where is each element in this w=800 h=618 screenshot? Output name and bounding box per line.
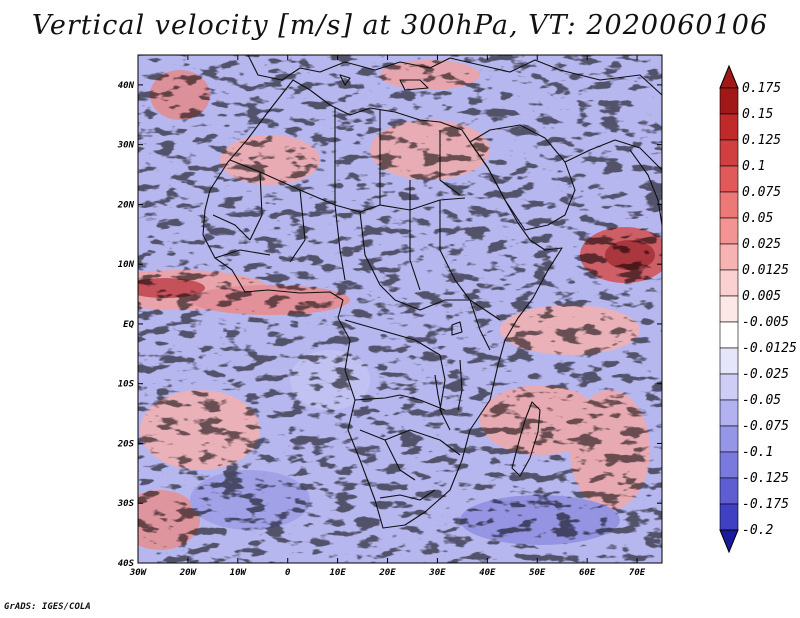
latitude-axis: 40N 30N 20N 10N EQ 10S 20S 30S 40S (117, 81, 662, 569)
lon-tick-label: 50E (529, 568, 546, 578)
colorbar-swatch (719, 399, 739, 427)
lat-tick-label: 10S (118, 380, 135, 390)
colorbar-swatch (719, 165, 739, 193)
colorbar-label: -0.075 (742, 419, 789, 434)
lon-tick-label: 30W (129, 568, 148, 578)
colorbar-label: -0.125 (742, 471, 789, 486)
colorbar-label: 0.1 (742, 159, 765, 174)
colorbar-label: 0.025 (742, 237, 781, 252)
colorbar-swatch (719, 373, 739, 401)
grads-credit: GrADS: IGES/COLA (4, 602, 91, 612)
colorbar-label: 0.15 (742, 107, 773, 122)
page-title: Vertical velocity [m/s] at 300hPa, VT: 2… (31, 10, 769, 41)
colorbar-swatch (719, 477, 739, 505)
lat-tick-label: 40S (118, 559, 135, 569)
colorbar-label: -0.005 (742, 315, 789, 330)
lon-tick-label: 0 (285, 568, 291, 578)
lon-tick-label: 20W (179, 568, 198, 578)
colorbar-label: 0.0125 (742, 263, 789, 278)
lat-tick-label: 30S (117, 499, 135, 509)
colorbar-label: 0.05 (742, 211, 773, 226)
colorbar-label: -0.175 (742, 497, 789, 512)
colorbar-swatch (719, 451, 739, 479)
colorbar-label: -0.0125 (742, 341, 797, 356)
colorbar-label: -0.2 (742, 523, 773, 538)
colorbar-label: 0.125 (742, 133, 781, 148)
colorbar-swatch (719, 113, 739, 141)
colorbar-top-arrow (719, 64, 739, 89)
lat-tick-label: 40N (118, 81, 135, 91)
longitude-axis: 30W 20W 10W 0 10E 20E 30E 40E 50E 60E 70E (129, 55, 646, 578)
colorbar-label: 0.175 (742, 81, 781, 96)
coastlines-borders (202, 54, 663, 529)
lon-tick-label: 70E (629, 568, 646, 578)
lon-tick-label: 60E (579, 568, 596, 578)
lat-tick-label: 30N (117, 141, 135, 151)
lat-tick-label: 20S (117, 439, 135, 449)
colorbar-swatch (719, 347, 739, 375)
lon-tick-label: 10W (230, 568, 248, 578)
colorbar-swatch (719, 243, 739, 271)
lon-tick-label: 20E (378, 568, 396, 578)
lat-tick-label: EQ (123, 320, 134, 330)
velocity-field (138, 55, 662, 563)
colorbar-bottom-arrow (719, 529, 739, 554)
colorbar-label: 0.005 (742, 289, 781, 304)
lat-tick-label: 10N (118, 260, 135, 270)
colorbar-swatch (719, 425, 739, 453)
colorbar-swatch (719, 87, 739, 115)
lon-tick-label: 30E (428, 568, 446, 578)
colorbar-swatch (719, 139, 739, 167)
colorbar: 0.175 0.15 0.125 0.1 0.075 0.05 0.025 0.0125 0.0… (719, 64, 797, 554)
lat-tick-label: 20N (117, 200, 135, 210)
colorbar-swatch (719, 503, 739, 531)
colorbar-swatch (719, 321, 739, 349)
colorbar-label: -0.1 (742, 445, 773, 460)
colorbar-swatch (719, 269, 739, 297)
colorbar-swatch (719, 295, 739, 323)
colorbar-label: -0.025 (742, 367, 789, 382)
plot-frame (137, 54, 663, 564)
colorbar-label: 0.075 (742, 185, 781, 200)
lon-tick-label: 10E (329, 568, 346, 578)
colorbar-label: -0.05 (742, 393, 781, 408)
colorbar-swatch (719, 191, 739, 219)
colorbar-swatch (719, 217, 739, 245)
lon-tick-label: 40E (479, 568, 496, 578)
